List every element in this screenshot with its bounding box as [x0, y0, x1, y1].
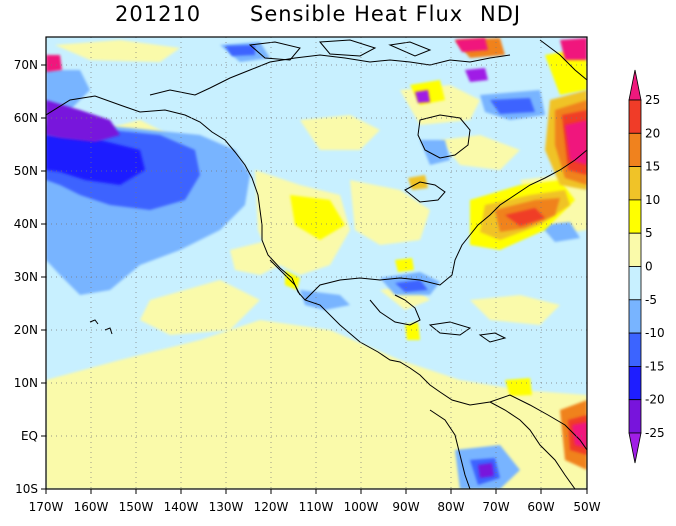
lon-label: 50W [573, 500, 600, 514]
colorbar-cell [628, 99, 642, 134]
colorbar-label: 20 [645, 126, 660, 140]
colorbar-label: -10 [645, 326, 665, 340]
colorbar-cap-top [628, 69, 642, 101]
title-date: 201210 [115, 2, 202, 26]
lat-label: 50N [14, 164, 38, 178]
lat-labels: 10S EQ 10N 20N 30N 40N 50N 60N 70N [14, 58, 38, 496]
lon-label: 150W [119, 500, 154, 514]
colorbar: 25 20 15 10 5 0 -5 -10 -15 -20 -25 [628, 69, 665, 464]
colorbar-cell [628, 266, 642, 301]
lon-label: 170W [29, 500, 64, 514]
colorbar-cell [628, 132, 642, 168]
tick-marks [41, 64, 588, 494]
lon-label: 110W [299, 500, 334, 514]
lat-label: 60N [14, 111, 38, 125]
colorbar-label: 0 [645, 260, 653, 274]
colorbar-label: -25 [645, 426, 665, 440]
colorbar-cell [628, 332, 642, 367]
lat-label: 40N [14, 217, 38, 231]
gridlines [46, 37, 587, 489]
colorbar-label: -5 [645, 293, 657, 307]
colorbar-cap-bottom [628, 432, 642, 464]
colorbar-cell [628, 399, 642, 434]
lon-label: 90W [392, 500, 419, 514]
colorbar-cell [628, 199, 642, 234]
lat-label: 30N [14, 270, 38, 284]
lat-label: 20N [14, 323, 38, 337]
title-row: 201210 Sensible Heat Flux NDJ [0, 2, 676, 32]
colorbar-cell [628, 365, 642, 401]
lon-label: 140W [164, 500, 199, 514]
colorbar-cell [628, 299, 642, 334]
lon-label: 80W [437, 500, 464, 514]
lat-label: 10S [15, 482, 38, 496]
lon-label: 70W [482, 500, 509, 514]
lon-label: 100W [344, 500, 379, 514]
colorbar-cell [628, 232, 642, 267]
lon-label: 130W [209, 500, 244, 514]
colorbar-cell [628, 166, 642, 201]
flux-field [46, 37, 587, 489]
colorbar-label: 15 [645, 160, 660, 174]
colorbar-label: 5 [645, 226, 653, 240]
coastlines [46, 39, 587, 489]
colorbar-label: 25 [645, 93, 660, 107]
title-variable: Sensible Heat Flux [250, 2, 464, 26]
title-season: NDJ [480, 2, 522, 26]
lat-label: EQ [21, 429, 38, 443]
lat-label: 70N [14, 58, 38, 72]
lon-labels: 170W 160W 150W 140W 130W 120W 110W 100W … [29, 500, 601, 514]
lon-label: 120W [254, 500, 289, 514]
colorbar-label: 10 [645, 193, 660, 207]
lon-label: 60W [527, 500, 554, 514]
colorbar-label: -15 [645, 359, 665, 373]
lat-label: 10N [14, 376, 38, 390]
lon-label: 160W [74, 500, 109, 514]
colorbar-label: -20 [645, 393, 665, 407]
